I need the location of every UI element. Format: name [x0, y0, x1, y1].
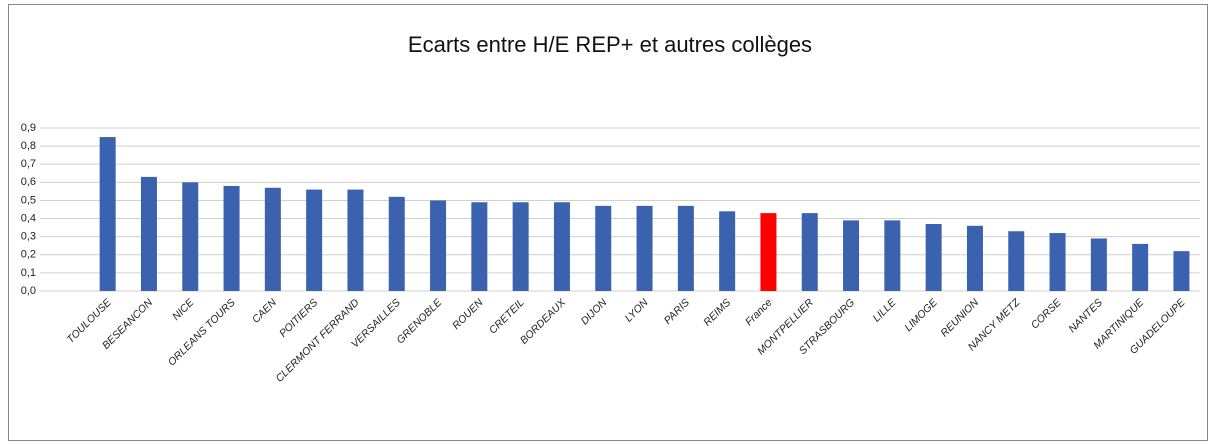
bar — [388, 196, 405, 291]
bar — [471, 202, 488, 291]
bar — [430, 200, 447, 291]
y-tick-label: 0,4 — [21, 212, 36, 224]
bar — [140, 176, 157, 291]
bar — [553, 202, 570, 291]
bar — [801, 213, 818, 291]
y-tick-label: 0,2 — [21, 249, 36, 261]
chart-title: Ecarts entre H/E REP+ et autres collèges — [408, 32, 812, 57]
bar — [306, 189, 323, 291]
bar — [595, 205, 612, 291]
bar — [884, 220, 901, 291]
y-tick-label: 0,7 — [21, 158, 36, 170]
y-tick-label: 0,8 — [21, 140, 36, 152]
bar — [512, 202, 529, 291]
bar — [843, 220, 860, 291]
bar — [347, 189, 364, 291]
y-tick-label: 0,9 — [21, 122, 36, 134]
bar — [677, 205, 694, 291]
bar — [99, 137, 116, 291]
y-tick-label: 0,5 — [21, 194, 36, 206]
bar — [966, 225, 983, 291]
bar — [760, 213, 777, 291]
y-tick-label: 0,6 — [21, 176, 36, 188]
y-tick-label: 0,3 — [21, 231, 36, 243]
bar — [264, 187, 281, 291]
bar — [1173, 251, 1190, 291]
bar — [1090, 238, 1107, 291]
bar — [182, 182, 199, 291]
bar — [1132, 243, 1149, 291]
bar — [925, 223, 942, 291]
bar — [1049, 233, 1066, 291]
bar — [1008, 231, 1025, 291]
bar — [223, 185, 240, 291]
bar — [636, 205, 653, 291]
y-tick-label: 0,0 — [21, 285, 36, 297]
y-tick-label: 0,1 — [21, 267, 36, 279]
bar — [719, 211, 736, 291]
